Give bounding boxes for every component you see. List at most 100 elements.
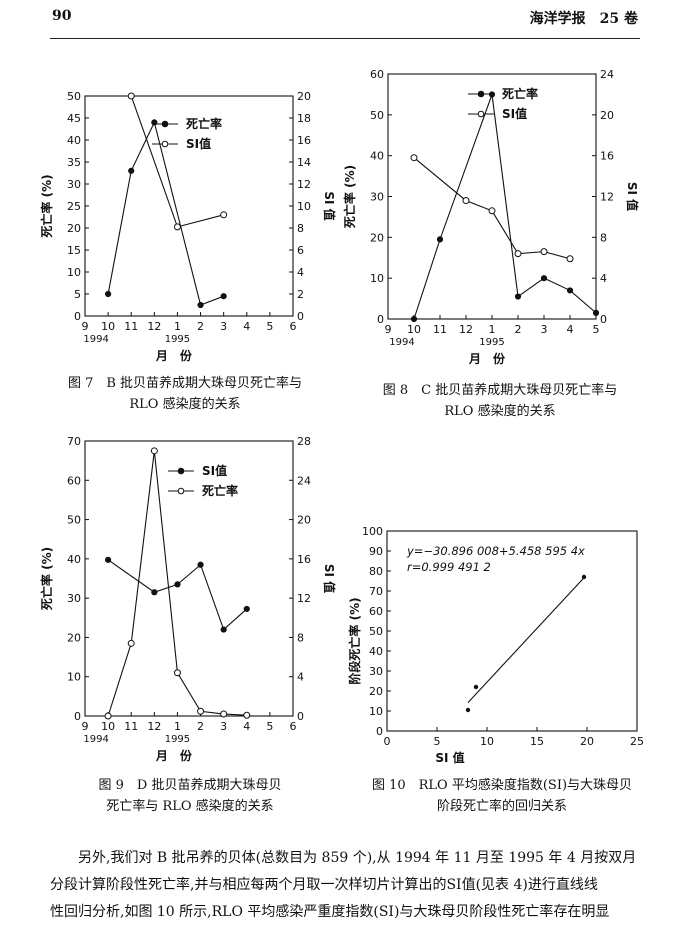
y-tick-label: 60 — [369, 605, 383, 618]
legend-label: SI值 — [502, 106, 527, 121]
x-tick-label: 3 — [541, 323, 548, 336]
x-tick-label: 1 — [174, 320, 181, 333]
y-left-tick-label: 10 — [67, 266, 81, 279]
x-tick-label: 11 — [433, 323, 447, 336]
y-left-tick-label: 60 — [370, 68, 384, 81]
x-tick-label: 2 — [197, 720, 204, 733]
header-rule — [50, 38, 640, 39]
y-tick-label: 90 — [369, 545, 383, 558]
data-point — [220, 211, 228, 219]
x-tick-label: 5 — [266, 320, 273, 333]
data-point — [104, 712, 112, 720]
y-left-tick-label: 30 — [370, 191, 384, 204]
year-label: 1995 — [165, 334, 190, 345]
plot-frame — [84, 440, 294, 717]
data-point — [150, 447, 158, 455]
data-point — [197, 707, 205, 715]
y-right-tick-label: 24 — [600, 68, 614, 81]
x-tick-label: 2 — [197, 320, 204, 333]
series-line — [413, 157, 571, 260]
x-tick-label: 10 — [101, 720, 115, 733]
data-point — [540, 248, 548, 256]
data-point — [581, 574, 587, 580]
data-point — [592, 309, 600, 316]
y-left-axis-title: 死亡率 (%) — [39, 174, 54, 237]
caption-line: 阶段死亡率的回归关系 — [436, 799, 567, 814]
y-right-tick-label: 4 — [600, 272, 607, 285]
y-tick-label: 0 — [376, 725, 383, 738]
y-left-tick-label: 30 — [67, 592, 81, 605]
data-point — [462, 197, 470, 205]
caption-line: 死亡率与 RLO 感染度的关系 — [106, 799, 274, 814]
plot-frame — [387, 73, 597, 320]
x-axis-title: 月 份 — [155, 348, 193, 363]
year-label: 1995 — [165, 734, 190, 745]
legend-marker — [177, 487, 185, 495]
y-tick-label: 30 — [369, 665, 383, 678]
year-label: 1995 — [479, 337, 504, 348]
y-left-tick-label: 15 — [67, 244, 81, 257]
x-tick-label: 10 — [480, 735, 494, 748]
y-tick-label: 70 — [369, 585, 383, 598]
legend-label: 死亡率 — [502, 86, 538, 101]
legend-label: SI值 — [186, 136, 211, 151]
legend-marker — [161, 120, 169, 128]
y-right-tick-label: 2 — [297, 288, 304, 301]
legend-marker — [177, 467, 185, 475]
data-point — [197, 561, 204, 568]
x-tick-label: 15 — [530, 735, 544, 748]
data-point — [514, 293, 522, 300]
y-right-tick-label: 20 — [600, 109, 614, 122]
body-line: 分段计算阶段性死亡率,并与相应每两个月取一次样切片计算出的SI值(见表 4)进行… — [50, 877, 598, 893]
y-right-tick-label: 12 — [600, 191, 614, 204]
body-paragraph: 另外,我们对 B 批吊养的贝体(总数目为 859 个),从 1994 年 11 … — [50, 845, 648, 926]
journal-header: 海洋学报 25 卷 — [529, 11, 638, 27]
x-tick-label: 5 — [266, 720, 273, 733]
data-point — [473, 684, 479, 690]
y-right-tick-label: 14 — [297, 156, 311, 169]
x-tick-label: 0 — [384, 735, 391, 748]
y-right-tick-label: 8 — [297, 631, 304, 644]
data-point — [410, 315, 418, 323]
y-right-tick-label: 12 — [297, 178, 311, 191]
caption-line: 图 7 B 批贝苗养成期大珠母贝死亡率与 — [67, 376, 303, 391]
y-right-tick-label: 0 — [297, 710, 304, 723]
y-right-tick-label: 16 — [297, 553, 311, 566]
data-point — [220, 293, 227, 300]
y-tick-label: 100 — [362, 525, 383, 538]
data-point — [465, 707, 471, 713]
x-tick-label: 4 — [243, 320, 250, 333]
y-left-tick-label: 40 — [67, 553, 81, 566]
y-left-tick-label: 60 — [67, 474, 81, 487]
data-point — [173, 669, 181, 677]
series-line — [130, 95, 224, 228]
y-left-tick-label: 50 — [67, 514, 81, 527]
x-tick-label: 12 — [147, 320, 161, 333]
x-tick-label: 3 — [220, 320, 227, 333]
y-left-tick-label: 5 — [74, 288, 81, 301]
year-label: 1994 — [389, 337, 414, 348]
legend-label: SI值 — [202, 463, 227, 478]
x-tick-label: 4 — [243, 720, 250, 733]
data-point — [105, 556, 112, 563]
body-line: 另外,我们对 B 批吊养的贝体(总数目为 859 个),从 1994 年 11 … — [50, 850, 637, 866]
series-line — [413, 94, 597, 320]
x-tick-label: 25 — [630, 735, 644, 748]
y-right-tick-label: 20 — [297, 90, 311, 103]
y-right-tick-label: 16 — [600, 150, 614, 163]
data-point — [540, 275, 548, 282]
legend-label: 死亡率 — [186, 116, 222, 131]
data-point — [410, 154, 418, 162]
y-right-tick-label: 10 — [297, 200, 311, 213]
regression-annotation: r=0.999 491 2 — [407, 560, 491, 574]
data-point — [566, 255, 574, 263]
legend-label: 死亡率 — [202, 483, 238, 498]
y-tick-label: 50 — [369, 625, 383, 638]
y-left-tick-label: 20 — [67, 222, 81, 235]
y-left-tick-label: 35 — [67, 156, 81, 169]
y-right-tick-label: 4 — [297, 266, 304, 279]
x-tick-label: 12 — [459, 323, 473, 336]
caption-line: RLO 感染度的关系 — [444, 404, 556, 419]
x-axis-title: SI 值 — [435, 750, 464, 765]
y-tick-label: 80 — [369, 565, 383, 578]
